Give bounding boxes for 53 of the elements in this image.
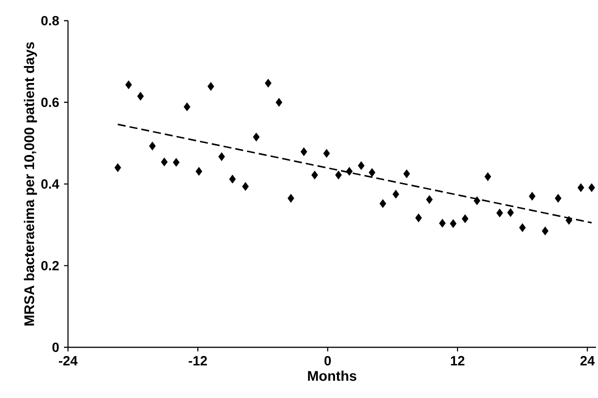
point — [161, 158, 168, 166]
point — [578, 183, 584, 192]
point — [496, 208, 503, 218]
point — [415, 214, 422, 222]
y-axis-title: MRSA bacteraeima per 10,000 patient days — [24, 42, 37, 326]
y-tick-label: 0.6 — [41, 98, 59, 108]
point — [462, 214, 468, 223]
point — [439, 218, 446, 228]
point — [149, 142, 156, 150]
point — [218, 152, 225, 161]
point — [311, 170, 318, 180]
point — [368, 168, 376, 177]
y-tick-label: 0.2 — [41, 260, 59, 270]
point — [554, 194, 562, 203]
point — [474, 196, 480, 206]
point — [184, 102, 190, 112]
y-tick-label: 0.8 — [41, 16, 59, 26]
point — [450, 219, 456, 228]
y-tick-label: 0.4 — [41, 179, 60, 189]
point — [114, 163, 122, 172]
x-axis-title: Months — [308, 370, 356, 381]
point — [208, 82, 214, 91]
point — [323, 149, 330, 158]
point — [507, 208, 514, 217]
point — [276, 98, 282, 107]
point — [172, 158, 180, 167]
point — [229, 174, 236, 184]
point — [264, 78, 272, 88]
point — [426, 195, 433, 204]
point — [403, 170, 410, 178]
y-tick-label: 0 — [52, 342, 59, 352]
point — [358, 161, 364, 170]
point — [346, 167, 353, 176]
point — [242, 182, 249, 191]
x-tick-label: 0 — [324, 356, 331, 366]
point — [566, 216, 572, 225]
point — [484, 172, 492, 181]
x-tick-label: 12 — [450, 356, 464, 366]
point — [542, 226, 548, 236]
point — [288, 194, 294, 203]
point — [196, 167, 202, 176]
point — [300, 147, 308, 156]
point — [519, 223, 526, 232]
x-tick-label: -24 — [58, 356, 78, 366]
point — [137, 92, 144, 100]
point — [380, 199, 386, 208]
point — [253, 132, 260, 142]
x-tick-label: -12 — [188, 356, 207, 366]
point — [392, 190, 400, 198]
point — [335, 170, 342, 180]
point — [125, 80, 132, 90]
point — [528, 192, 536, 201]
x-tick-label: 24 — [580, 356, 595, 366]
